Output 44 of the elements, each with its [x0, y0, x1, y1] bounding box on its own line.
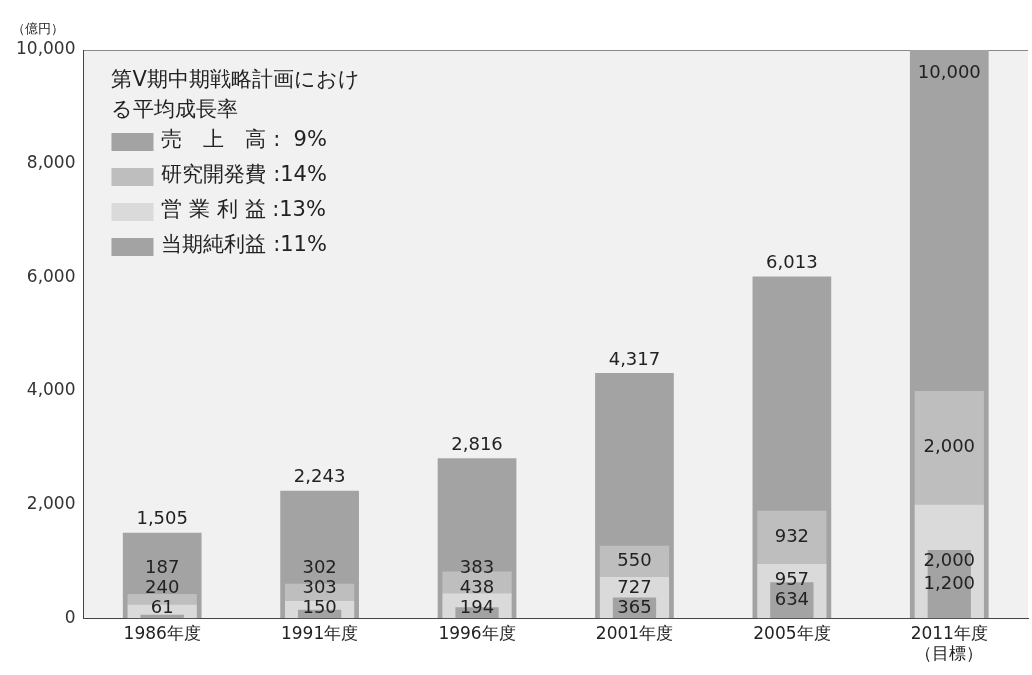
data-label: 10,000	[917, 60, 981, 82]
data-label: 957	[774, 567, 810, 589]
data-label: 302	[302, 555, 337, 577]
y-tick-label: 8,000	[26, 152, 76, 173]
x-tick-label: 1986年度	[123, 622, 201, 643]
bar	[757, 510, 827, 564]
y-tick-label: 6,000	[26, 265, 76, 286]
data-label: 240	[145, 575, 180, 597]
data-label: 2,000	[923, 549, 976, 571]
data-label: 61	[150, 595, 174, 617]
data-label: 932	[774, 525, 810, 547]
bar	[914, 390, 984, 505]
data-label: 2,816	[451, 432, 503, 454]
y-tick-label: 0	[64, 606, 76, 627]
data-label: 6,013	[766, 251, 818, 273]
x-tick-label: 2005年度	[753, 622, 831, 643]
legend-title: 第Ⅴ期中期戦略計画における平均成長率	[111, 66, 360, 121]
legend-label: 研究開発費 :14%	[161, 161, 327, 186]
data-label: 2,243	[293, 465, 346, 487]
y-tick-label: 2,000	[26, 492, 76, 513]
data-label: 550	[617, 548, 652, 570]
x-tick-label: 1991年度	[280, 622, 359, 643]
data-label: 194	[459, 595, 495, 617]
legend-label: 営 業 利 益 :13%	[161, 196, 326, 221]
data-label: 303	[302, 575, 337, 597]
x-tick-label: 2011年度（目標）	[910, 622, 988, 664]
x-tick-label: 2001年度	[595, 622, 674, 643]
data-label: 2,000	[923, 435, 976, 457]
data-label: 150	[302, 595, 337, 617]
data-label: 438	[459, 575, 495, 597]
data-label: 383	[459, 555, 495, 577]
y-axis-title: （億円）	[12, 20, 65, 36]
data-label: 187	[145, 555, 180, 577]
legend-label: 当期純利益 :11%	[161, 231, 327, 256]
y-tick-label: 4,000	[26, 379, 76, 400]
data-label: 634	[774, 587, 810, 609]
y-tick-label: 10,000	[16, 38, 76, 59]
data-label: 4,317	[608, 347, 661, 369]
data-label: 365	[617, 595, 652, 617]
data-label: 727	[617, 575, 652, 597]
legend-label: 売 上 高 : 9%	[161, 126, 327, 151]
data-label: 1,200	[923, 571, 976, 593]
x-tick-label: 1996年度	[438, 622, 516, 643]
data-label: 1,505	[136, 507, 188, 529]
